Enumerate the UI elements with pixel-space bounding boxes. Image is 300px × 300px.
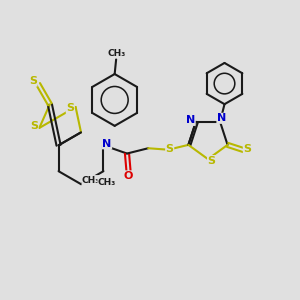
Text: N: N — [102, 139, 112, 149]
Text: CH₃: CH₃ — [98, 178, 116, 188]
Text: S: S — [243, 144, 251, 154]
Text: S: S — [66, 103, 74, 113]
Text: CH₃: CH₃ — [108, 49, 126, 58]
Text: S: S — [30, 121, 38, 130]
Text: S: S — [208, 156, 215, 166]
Text: S: S — [166, 144, 174, 154]
Text: N: N — [186, 116, 195, 125]
Text: S: S — [29, 76, 37, 86]
Text: N: N — [217, 113, 226, 123]
Text: O: O — [124, 171, 133, 181]
Text: CH₃: CH₃ — [82, 176, 100, 184]
